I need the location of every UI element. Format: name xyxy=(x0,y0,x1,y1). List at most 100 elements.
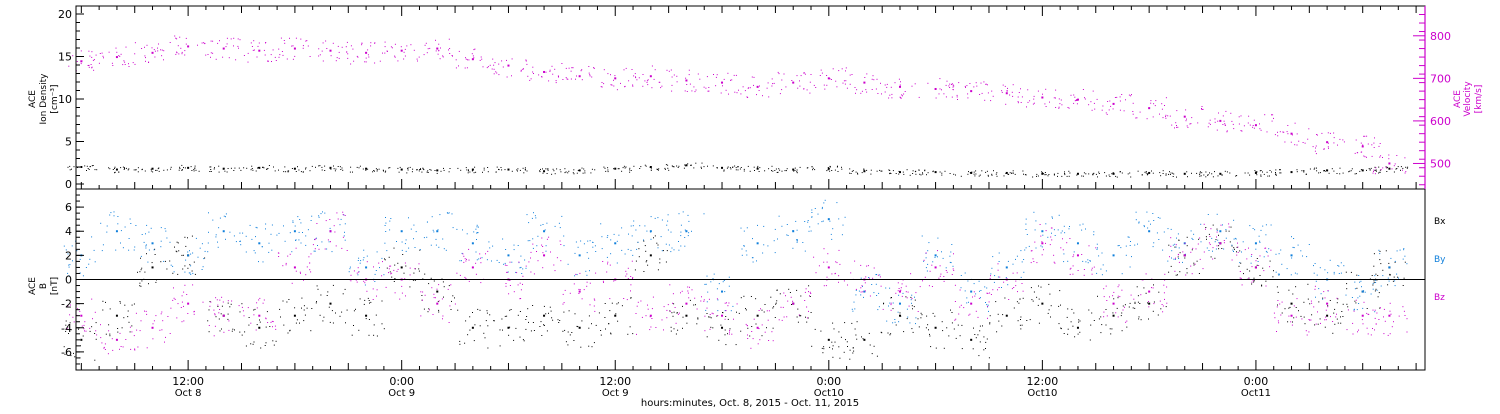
scatter-dot xyxy=(440,170,442,172)
scatter-dot xyxy=(93,59,95,61)
scatter-dot xyxy=(979,325,981,327)
scatter-dot xyxy=(511,170,513,172)
scatter-dot xyxy=(1025,229,1027,230)
scatter-dot xyxy=(253,49,255,51)
scatter-dot xyxy=(372,299,374,300)
scatter-dot xyxy=(275,328,277,330)
scatter-dot xyxy=(155,169,157,171)
scatter-dot xyxy=(918,96,920,98)
scatter-dot xyxy=(263,49,265,51)
scatter-dot xyxy=(1339,167,1341,169)
scatter-dot xyxy=(1018,302,1020,304)
scatter-dot xyxy=(104,349,106,350)
scatter-dot xyxy=(1282,131,1284,133)
scatter-dot xyxy=(870,173,872,175)
scatter-dot xyxy=(121,327,123,329)
scatter-dot xyxy=(294,307,296,309)
scatter-dot xyxy=(176,317,178,319)
scatter-dot xyxy=(1386,166,1388,168)
data-point xyxy=(1254,124,1257,127)
scatter-dot xyxy=(159,329,161,331)
scatter-dot xyxy=(1092,173,1094,175)
scatter-dot xyxy=(325,40,327,42)
scatter-dot xyxy=(781,225,783,227)
scatter-dot xyxy=(576,75,577,77)
scatter-dot xyxy=(796,169,798,171)
scatter-dot xyxy=(826,276,828,278)
scatter-dot xyxy=(855,171,857,173)
scatter-dot xyxy=(69,322,71,324)
scatter-dot xyxy=(851,170,853,172)
scatter-dot xyxy=(817,213,819,215)
scatter-dot xyxy=(1023,271,1025,273)
scatter-dot xyxy=(991,173,993,175)
scatter-dot xyxy=(326,48,328,49)
scatter-dot xyxy=(69,169,71,171)
scatter-dot xyxy=(989,292,991,294)
scatter-dot xyxy=(1263,256,1265,258)
scatter-dot xyxy=(920,174,922,176)
scatter-dot xyxy=(1054,262,1056,264)
scatter-dot xyxy=(974,295,976,297)
scatter-dot xyxy=(256,302,258,304)
scatter-dot xyxy=(699,78,701,80)
scatter-dot xyxy=(526,316,528,317)
scatter-dot xyxy=(1229,241,1231,243)
scatter-dot xyxy=(658,81,660,83)
scatter-dot xyxy=(589,304,591,306)
scatter-dot xyxy=(93,69,95,71)
scatter-dot xyxy=(1277,320,1279,322)
scatter-dot xyxy=(1314,167,1316,169)
scatter-dot xyxy=(1170,265,1172,267)
scatter-dot xyxy=(926,270,928,272)
scatter-dot xyxy=(1360,280,1362,282)
scatter-dot xyxy=(1308,128,1310,130)
scatter-dot xyxy=(373,324,375,326)
scatter-dot xyxy=(1315,145,1317,147)
scatter-dot xyxy=(291,45,293,47)
scatter-dot xyxy=(823,202,825,204)
scatter-dot xyxy=(904,91,906,92)
scatter-dot xyxy=(1207,174,1209,176)
scatter-dot xyxy=(83,328,85,330)
scatter-dot xyxy=(1336,302,1338,304)
scatter-dot xyxy=(542,246,544,247)
scatter-dot xyxy=(977,316,979,318)
scatter-dot xyxy=(509,261,511,263)
scatter-dot xyxy=(1012,272,1014,274)
scatter-dot xyxy=(272,321,274,323)
scatter-dot xyxy=(289,253,291,255)
scatter-dot xyxy=(210,171,212,172)
scatter-dot xyxy=(319,165,321,167)
scatter-dot xyxy=(757,343,759,345)
scatter-dot xyxy=(486,310,488,312)
scatter-dot xyxy=(558,222,560,224)
scatter-dot xyxy=(685,77,687,79)
scatter-dot xyxy=(657,169,659,171)
scatter-dot xyxy=(1271,114,1272,116)
scatter-dot xyxy=(192,284,194,286)
scatter-dot xyxy=(921,235,923,237)
scatter-dot xyxy=(695,162,697,164)
scatter-dot xyxy=(1064,173,1066,174)
scatter-dot xyxy=(1121,312,1123,314)
scatter-dot xyxy=(949,261,951,263)
scatter-dot xyxy=(191,170,193,171)
scatter-dot xyxy=(280,316,281,318)
scatter-dot xyxy=(706,336,708,338)
scatter-dot xyxy=(975,82,977,84)
scatter-dot xyxy=(222,56,224,58)
scatter-dot xyxy=(1223,120,1225,122)
scatter-dot xyxy=(201,42,203,44)
scatter-dot xyxy=(389,271,391,273)
scatter-dot xyxy=(1184,257,1186,259)
scatter-dot xyxy=(270,233,272,235)
data-point xyxy=(721,290,724,293)
scatter-dot xyxy=(1027,101,1029,103)
scatter-dot xyxy=(413,224,415,226)
scatter-dot xyxy=(621,227,623,229)
scatter-dot xyxy=(825,285,827,287)
data-point xyxy=(1183,254,1186,257)
scatter-dot xyxy=(988,301,990,303)
scatter-dot xyxy=(741,248,743,250)
